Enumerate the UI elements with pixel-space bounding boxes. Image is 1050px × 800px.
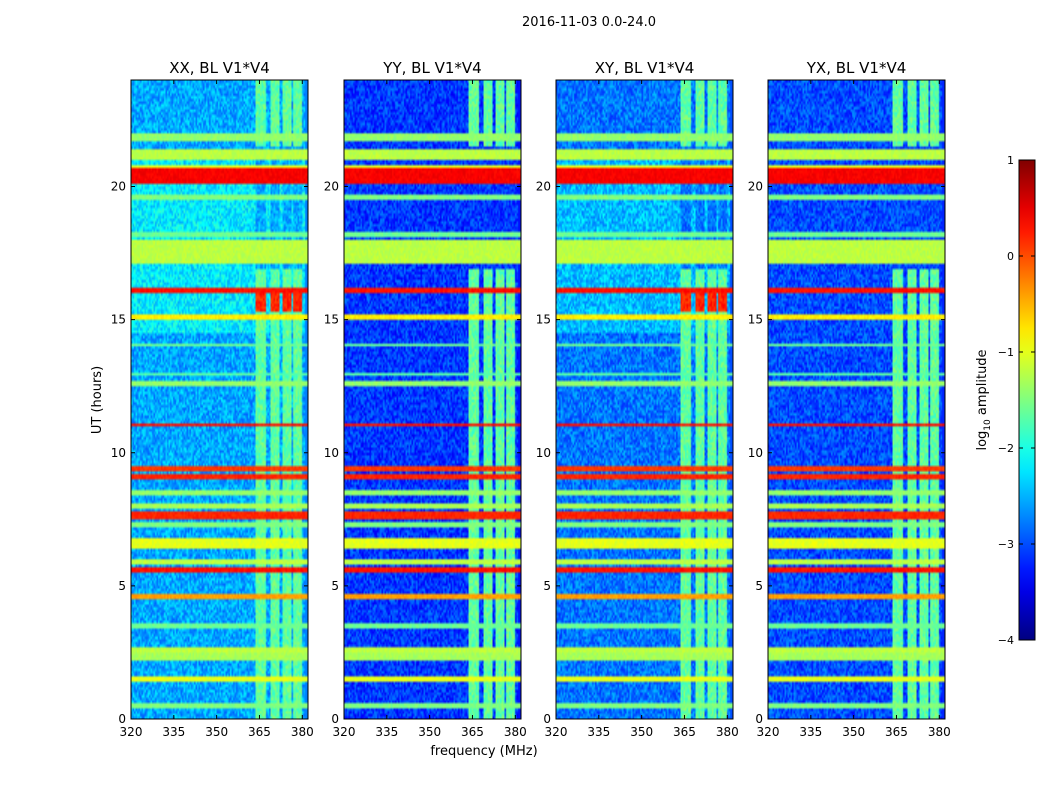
- colorbar-tick-label: −4: [998, 634, 1014, 647]
- x-tick-label: 380: [716, 725, 739, 739]
- panel-title: YY, BL V1*V4: [382, 59, 481, 77]
- x-tick-label: 350: [205, 725, 228, 739]
- x-axis-label: frequency (MHz): [430, 744, 537, 759]
- y-tick-label: 20: [748, 180, 763, 194]
- heatmap-image: [131, 80, 308, 719]
- panel-3: XY, BL V1*V4 320 335 350 365 380 0 5 10 15 20: [536, 59, 739, 739]
- colorbar-tick-label: −1: [998, 346, 1014, 359]
- panel-frame: [343, 79, 522, 720]
- x-tick-label: 350: [630, 725, 653, 739]
- panel-frame: [130, 79, 309, 720]
- y-tick-label: 15: [111, 313, 126, 327]
- x-tick-label: 320: [757, 725, 780, 739]
- colorbar: 1 0 −1 −2 −3 −4 log10 amplitude: [975, 154, 1036, 647]
- y-tick-label: 5: [331, 579, 339, 593]
- y-tick-label: 0: [331, 712, 339, 726]
- x-tick-label: 365: [885, 725, 908, 739]
- x-tick-label: 380: [291, 725, 314, 739]
- y-tick-label: 10: [748, 446, 763, 460]
- chart-suptitle: 2016-11-03 0.0-24.0: [522, 15, 656, 30]
- x-tick-label: 380: [928, 725, 951, 739]
- panel-frame: [555, 79, 734, 720]
- y-tick-label: 5: [755, 579, 763, 593]
- x-tick-label: 350: [418, 725, 441, 739]
- y-tick-label: 10: [324, 446, 339, 460]
- x-tick-label: 320: [333, 725, 356, 739]
- panel-title: YX, BL V1*V4: [806, 59, 907, 77]
- panel-title: XX, BL V1*V4: [169, 59, 270, 77]
- colorbar-tick-label: 0: [1007, 250, 1014, 263]
- x-tick-label: 365: [461, 725, 484, 739]
- colorbar-tick-label: 1: [1007, 154, 1014, 167]
- y-tick-label: 20: [536, 180, 551, 194]
- y-tick-label: 5: [118, 579, 126, 593]
- y-tick-label: 5: [543, 579, 551, 593]
- panel-4: YX, BL V1*V4 320 335 350 365 380 0 5 10 15 20: [748, 59, 951, 739]
- x-tick-label: 335: [799, 725, 822, 739]
- colorbar-label: log10 amplitude: [975, 349, 993, 450]
- x-tick-label: 335: [587, 725, 610, 739]
- heatmap-image: [556, 80, 733, 719]
- colorbar-gradient: [1018, 159, 1036, 641]
- y-tick-label: 0: [118, 712, 126, 726]
- colorbar-tick-label: −2: [998, 442, 1014, 455]
- y-tick-label: 20: [324, 180, 339, 194]
- heatmap-image: [768, 80, 945, 719]
- x-tick-label: 335: [375, 725, 398, 739]
- y-tick-label: 10: [111, 446, 126, 460]
- y-tick-label: 20: [111, 180, 126, 194]
- y-tick-label: 0: [543, 712, 551, 726]
- x-tick-label: 350: [842, 725, 865, 739]
- x-tick-label: 380: [504, 725, 527, 739]
- x-tick-label: 365: [248, 725, 271, 739]
- y-tick-label: 15: [748, 313, 763, 327]
- y-axis-label: UT (hours): [90, 366, 105, 434]
- panel-title: XY, BL V1*V4: [595, 59, 695, 77]
- panel-1: XX, BL V1*V4 320 335 350 365 380 0 5 10 15 20: [111, 59, 314, 739]
- y-tick-label: 0: [755, 712, 763, 726]
- colorbar-tick-label: −3: [998, 538, 1014, 551]
- y-tick-label: 15: [536, 313, 551, 327]
- x-tick-label: 365: [673, 725, 696, 739]
- y-tick-label: 10: [536, 446, 551, 460]
- x-tick-label: 320: [120, 725, 143, 739]
- y-tick-label: 15: [324, 313, 339, 327]
- x-tick-label: 335: [162, 725, 185, 739]
- x-tick-label: 320: [545, 725, 568, 739]
- heatmap-image: [344, 80, 521, 719]
- panel-2: YY, BL V1*V4 320 335 350 365 380 0 5 10 15 20: [324, 59, 527, 739]
- panel-frame: [767, 79, 946, 720]
